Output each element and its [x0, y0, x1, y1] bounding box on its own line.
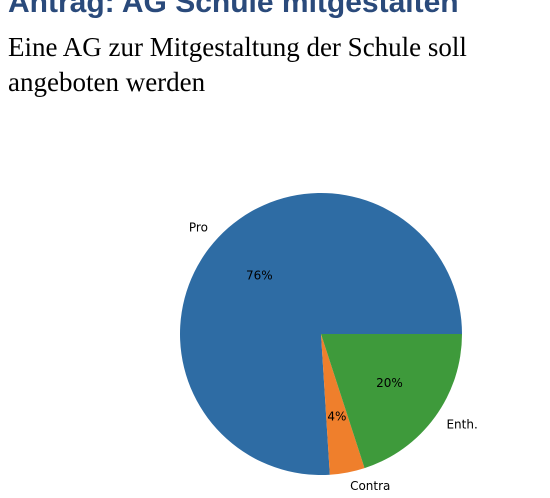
- value-label: 20%: [376, 376, 403, 390]
- pie-slice: [321, 334, 462, 469]
- slice-label: Enth.: [446, 418, 477, 432]
- pie-slice: [321, 334, 365, 475]
- value-label: 76%: [246, 269, 273, 283]
- slice-label: Pro: [189, 220, 208, 234]
- value-label: 4%: [327, 410, 346, 424]
- chart-title: Antrag: AG Schule mitgestalten: [8, 0, 459, 19]
- slice-label: Contra: [350, 479, 390, 493]
- chart-subtitle: Eine AG zur Mitgestaltung der Schule sol…: [8, 32, 467, 97]
